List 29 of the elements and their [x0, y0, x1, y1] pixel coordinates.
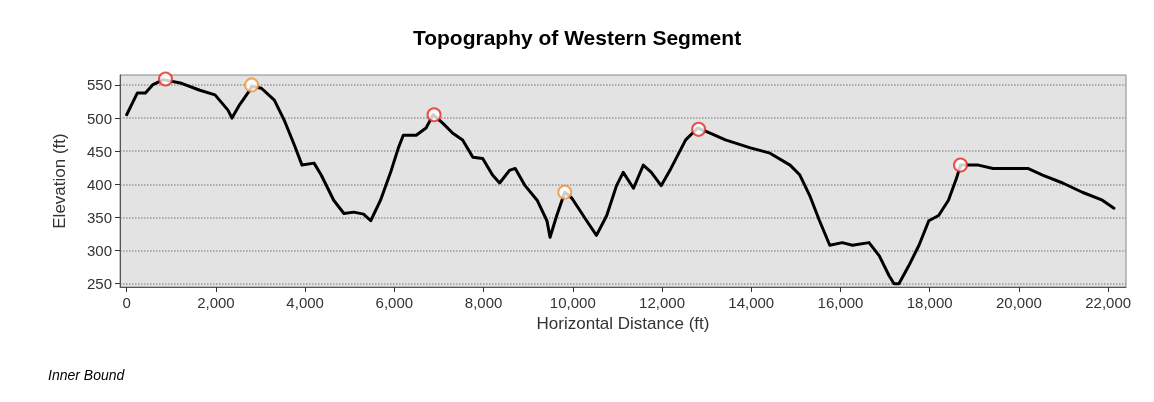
x-tick-label: 12,000 — [639, 294, 685, 311]
y-tick-label: 400 — [86, 175, 112, 193]
point — [244, 77, 260, 93]
x-tick-label: 18,000 — [906, 294, 953, 311]
y-axis-title: Elevation (ft) — [50, 133, 69, 229]
x-tick-label: 8,000 — [464, 294, 503, 311]
point — [158, 71, 173, 87]
x-axis-title: Horizontal Distance (ft) — [536, 313, 710, 333]
y-tick-label: 550 — [86, 76, 112, 94]
x-tick-label: 2,000 — [197, 294, 235, 311]
chart-title: Topography of Western Segment — [412, 26, 742, 49]
text: Inner Bound — [48, 367, 126, 383]
point — [691, 121, 707, 137]
x-tick-label: 20,000 — [995, 294, 1042, 311]
point — [557, 184, 573, 200]
x-tick-label: 14,000 — [728, 294, 775, 311]
x-tick-label: 0 — [122, 294, 131, 311]
y-tick-label: 450 — [86, 142, 112, 160]
y-tick-label: 300 — [86, 242, 112, 260]
x-tick-label: 10,000 — [549, 294, 596, 311]
x-tick-label: 4,000 — [286, 294, 324, 311]
x-tick-label: 16,000 — [817, 294, 864, 311]
x-tick-label: 22,000 — [1085, 294, 1132, 311]
point — [426, 107, 442, 123]
point — [953, 157, 968, 173]
y-tick-label: 500 — [86, 109, 112, 127]
y-tick-label: 350 — [86, 208, 112, 226]
x-tick-label: 6,000 — [375, 294, 414, 311]
y-tick-label: 250 — [86, 275, 112, 293]
